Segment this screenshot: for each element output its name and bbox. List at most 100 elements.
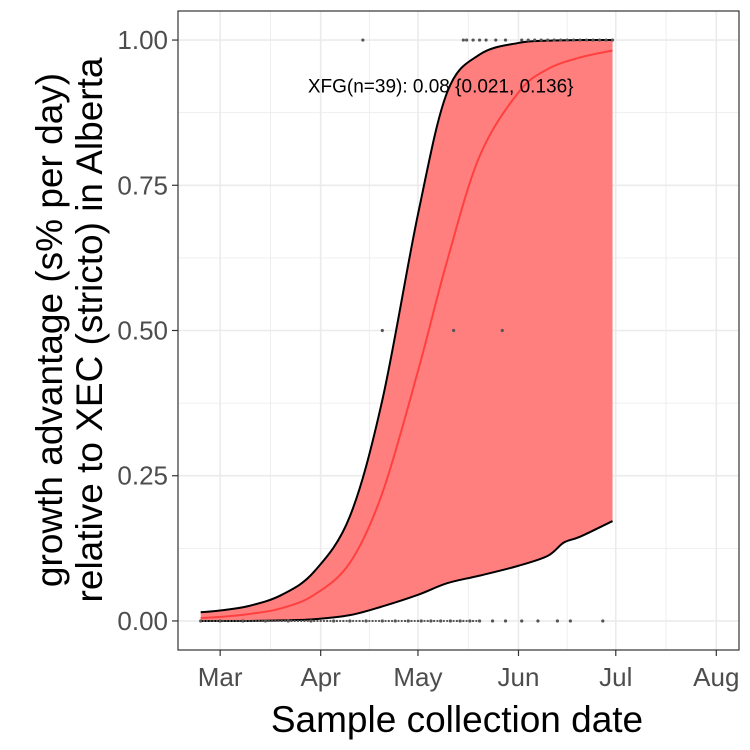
data-point — [219, 619, 222, 623]
data-point — [572, 38, 576, 42]
data-point — [371, 619, 374, 623]
data-point — [490, 619, 495, 623]
data-point — [520, 38, 524, 42]
data-point — [348, 619, 351, 623]
data-point — [475, 619, 478, 623]
data-point — [335, 619, 338, 623]
data-point — [257, 619, 261, 623]
x-axis-title: Sample collection date — [271, 699, 643, 740]
data-point — [420, 619, 423, 623]
data-point — [468, 619, 471, 623]
data-point — [604, 38, 608, 42]
data-point — [244, 619, 248, 623]
data-point — [526, 38, 530, 42]
confidence-band — [200, 40, 613, 621]
data-point — [559, 38, 563, 42]
data-point — [319, 619, 322, 623]
data-point — [280, 619, 283, 623]
data-point — [465, 38, 469, 42]
data-point — [212, 619, 215, 623]
data-point — [199, 619, 202, 623]
data-point — [380, 328, 384, 333]
data-point — [202, 619, 206, 623]
data-point — [368, 619, 371, 623]
data-point — [361, 619, 364, 623]
data-point — [322, 619, 326, 623]
y-axis-title-line-1: growth advantage (s% per day) — [29, 73, 70, 587]
data-point — [410, 619, 413, 623]
data-point — [215, 619, 219, 623]
x-tick-label: Apr — [300, 662, 341, 692]
y-axis-title-line-2: relative to XEC (stricto) in Alberta — [69, 57, 110, 602]
annotation: XFG(n=39): 0.08 {0.021, 0.136} — [308, 76, 574, 97]
data-point — [452, 619, 455, 623]
data-point — [355, 619, 358, 623]
data-point — [209, 619, 212, 623]
data-point — [459, 619, 462, 623]
data-point — [232, 619, 235, 623]
y-tick-label: 0.50 — [117, 316, 168, 346]
data-point — [407, 619, 410, 623]
data-point — [332, 619, 335, 623]
data-point — [436, 619, 439, 623]
data-point — [439, 619, 442, 623]
data-point — [287, 619, 290, 623]
data-point — [241, 619, 244, 623]
data-point — [290, 619, 293, 623]
data-point — [536, 619, 540, 623]
data-point — [584, 38, 589, 42]
data-point — [316, 619, 319, 623]
y-axis-ticks: 0.00 0.25 0.50 0.75 1.00 — [117, 25, 178, 636]
data-point — [374, 619, 377, 623]
data-point — [228, 619, 231, 623]
data-point — [455, 619, 458, 623]
data-point — [397, 619, 400, 623]
data-point — [206, 619, 209, 623]
data-point — [254, 619, 257, 623]
data-point — [484, 38, 488, 42]
data-point — [274, 619, 277, 623]
data-point — [503, 38, 508, 42]
data-point — [264, 619, 267, 623]
x-axis-ticks: Mar Apr May Jun Jul Aug — [198, 650, 739, 692]
data-point — [277, 619, 280, 623]
data-point — [387, 619, 390, 623]
x-tick-label: Aug — [693, 662, 739, 692]
data-point — [426, 619, 429, 623]
data-point — [568, 619, 572, 623]
data-point — [329, 619, 332, 623]
data-point — [390, 619, 394, 623]
data-point — [429, 619, 433, 623]
data-point — [394, 619, 397, 623]
data-point — [248, 619, 251, 623]
data-point — [413, 619, 416, 623]
data-point — [293, 619, 296, 623]
y-tick-label: 0.75 — [117, 170, 168, 200]
y-tick-label: 0.25 — [117, 461, 168, 491]
data-point — [339, 619, 342, 623]
data-point — [433, 619, 436, 623]
y-tick-label: 1.00 — [117, 25, 168, 55]
upper-bound-line — [200, 39, 613, 614]
data-point — [565, 38, 569, 42]
data-point — [477, 619, 482, 623]
data-point — [442, 619, 446, 623]
data-point — [400, 619, 403, 623]
data-point — [267, 619, 270, 623]
data-point — [555, 619, 560, 623]
x-tick-label: Jun — [498, 662, 540, 692]
data-point — [462, 619, 465, 623]
x-tick-label: May — [393, 662, 442, 692]
data-point — [471, 38, 475, 42]
data-point — [461, 38, 465, 42]
data-point — [381, 619, 384, 623]
data-point — [309, 619, 313, 623]
data-point — [326, 619, 329, 623]
data-point — [222, 619, 225, 623]
data-point — [384, 619, 387, 623]
data-point — [520, 619, 524, 623]
data-point — [465, 619, 468, 623]
data-point — [296, 619, 300, 623]
data-point — [300, 619, 303, 623]
data-point — [235, 619, 238, 623]
